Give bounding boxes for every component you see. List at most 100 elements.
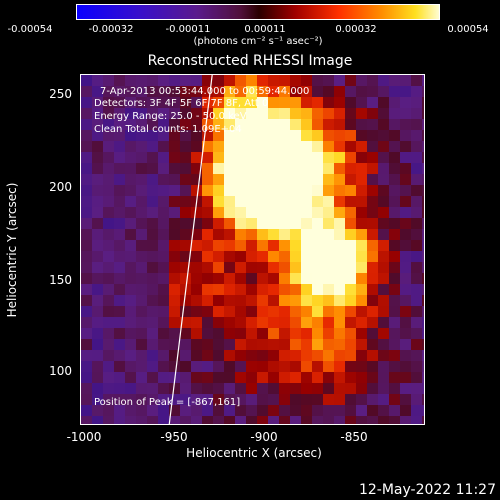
heatmap-cell <box>246 196 257 207</box>
heatmap-cell <box>169 174 180 185</box>
heatmap-cell <box>312 394 323 405</box>
heatmap-cell <box>235 108 246 119</box>
heatmap-cell <box>136 306 147 317</box>
heatmap-cell <box>246 207 257 218</box>
heatmap-cell <box>125 86 136 97</box>
heatmap-cell <box>356 163 367 174</box>
heatmap-cell <box>345 240 356 251</box>
heatmap-cell <box>389 273 400 284</box>
heatmap-cell <box>400 284 411 295</box>
heatmap-cell <box>290 185 301 196</box>
heatmap-cell <box>136 383 147 394</box>
heatmap-cell <box>180 174 191 185</box>
heatmap-cell <box>257 306 268 317</box>
heatmap-cell <box>125 174 136 185</box>
heatmap-cell <box>411 295 422 306</box>
heatmap-cell <box>191 97 202 108</box>
heatmap-cell <box>367 240 378 251</box>
heatmap-cell <box>92 207 103 218</box>
heatmap-cell <box>367 383 378 394</box>
heatmap-cell <box>224 405 235 416</box>
heatmap-cell <box>334 152 345 163</box>
heatmap-cell <box>323 141 334 152</box>
heatmap-cell <box>400 317 411 328</box>
heatmap-cell <box>345 394 356 405</box>
heatmap-cell <box>125 251 136 262</box>
heatmap-cell <box>323 97 334 108</box>
heatmap-cell <box>81 163 92 174</box>
heatmap-cell <box>389 251 400 262</box>
heatmap-cell <box>136 361 147 372</box>
heatmap-cell <box>158 86 169 97</box>
image-plot-area <box>80 74 425 425</box>
heatmap-cell <box>422 163 424 174</box>
heatmap-cell <box>81 152 92 163</box>
heatmap-cell <box>246 306 257 317</box>
heatmap-cell <box>224 207 235 218</box>
heatmap-cell <box>367 251 378 262</box>
heatmap-cell <box>268 262 279 273</box>
heatmap-cell <box>323 416 334 424</box>
heatmap-cell <box>136 251 147 262</box>
heatmap-cell <box>378 372 389 383</box>
heatmap-cell <box>224 383 235 394</box>
heatmap-cell <box>400 361 411 372</box>
heatmap-cell <box>114 75 125 86</box>
heatmap-cell <box>356 350 367 361</box>
heatmap-cell <box>389 207 400 218</box>
colorbar-tick-label: 0.00054 <box>447 24 489 35</box>
heatmap-cell <box>125 218 136 229</box>
energy-range-annotation: Energy Range: 25.0 - 50.0 keV <box>94 111 247 122</box>
heatmap-cell <box>202 394 213 405</box>
heatmap-cell <box>400 306 411 317</box>
heatmap-cell <box>125 185 136 196</box>
heatmap-cell <box>268 196 279 207</box>
heatmap-cell <box>191 416 202 424</box>
heatmap-cell <box>367 306 378 317</box>
heatmap-cell <box>180 163 191 174</box>
heatmap-cell <box>213 295 224 306</box>
heatmap-cell <box>279 207 290 218</box>
heatmap-cell <box>301 394 312 405</box>
heatmap-cell <box>334 207 345 218</box>
heatmap-cell <box>367 97 378 108</box>
heatmap-cell <box>202 86 213 97</box>
heatmap-cell <box>191 229 202 240</box>
heatmap-cell <box>411 361 422 372</box>
heatmap-cell <box>389 405 400 416</box>
heatmap-cell <box>92 284 103 295</box>
heatmap-cell <box>279 350 290 361</box>
heatmap-cell <box>125 383 136 394</box>
heatmap-cell <box>136 339 147 350</box>
heatmap-cell <box>180 405 191 416</box>
heatmap-cell <box>81 130 92 141</box>
heatmap-cell <box>213 328 224 339</box>
heatmap-cell <box>213 339 224 350</box>
heatmap-cell <box>312 383 323 394</box>
detectors-annotation: Detectors: 3F 4F 5F 6F 7F 8F, Att 0 <box>94 98 269 109</box>
heatmap-cell <box>378 317 389 328</box>
heatmap-cell <box>246 141 257 152</box>
heatmap-cell <box>422 75 424 86</box>
heatmap-cell <box>191 405 202 416</box>
heatmap-cell <box>257 196 268 207</box>
heatmap-cell <box>114 141 125 152</box>
heatmap-cell <box>356 119 367 130</box>
heatmap-cell <box>136 218 147 229</box>
heatmap-cell <box>279 416 290 424</box>
heatmap-cell <box>279 295 290 306</box>
heatmap-cell <box>334 141 345 152</box>
heatmap-cell <box>246 75 257 86</box>
clean-info-annotation: Clean Total counts: 1.09E+04 <box>94 124 242 135</box>
heatmap-cell <box>312 174 323 185</box>
heatmap-cell <box>268 119 279 130</box>
heatmap-cell <box>235 207 246 218</box>
y-axis-label: Heliocentric Y (arcsec) <box>5 182 19 318</box>
heatmap-cell <box>191 394 202 405</box>
heatmap-cell <box>158 218 169 229</box>
heatmap-cell <box>367 152 378 163</box>
heatmap-cell <box>334 405 345 416</box>
heatmap-cell <box>345 328 356 339</box>
heatmap-cell <box>356 383 367 394</box>
y-tick-label: 100 <box>49 364 72 378</box>
